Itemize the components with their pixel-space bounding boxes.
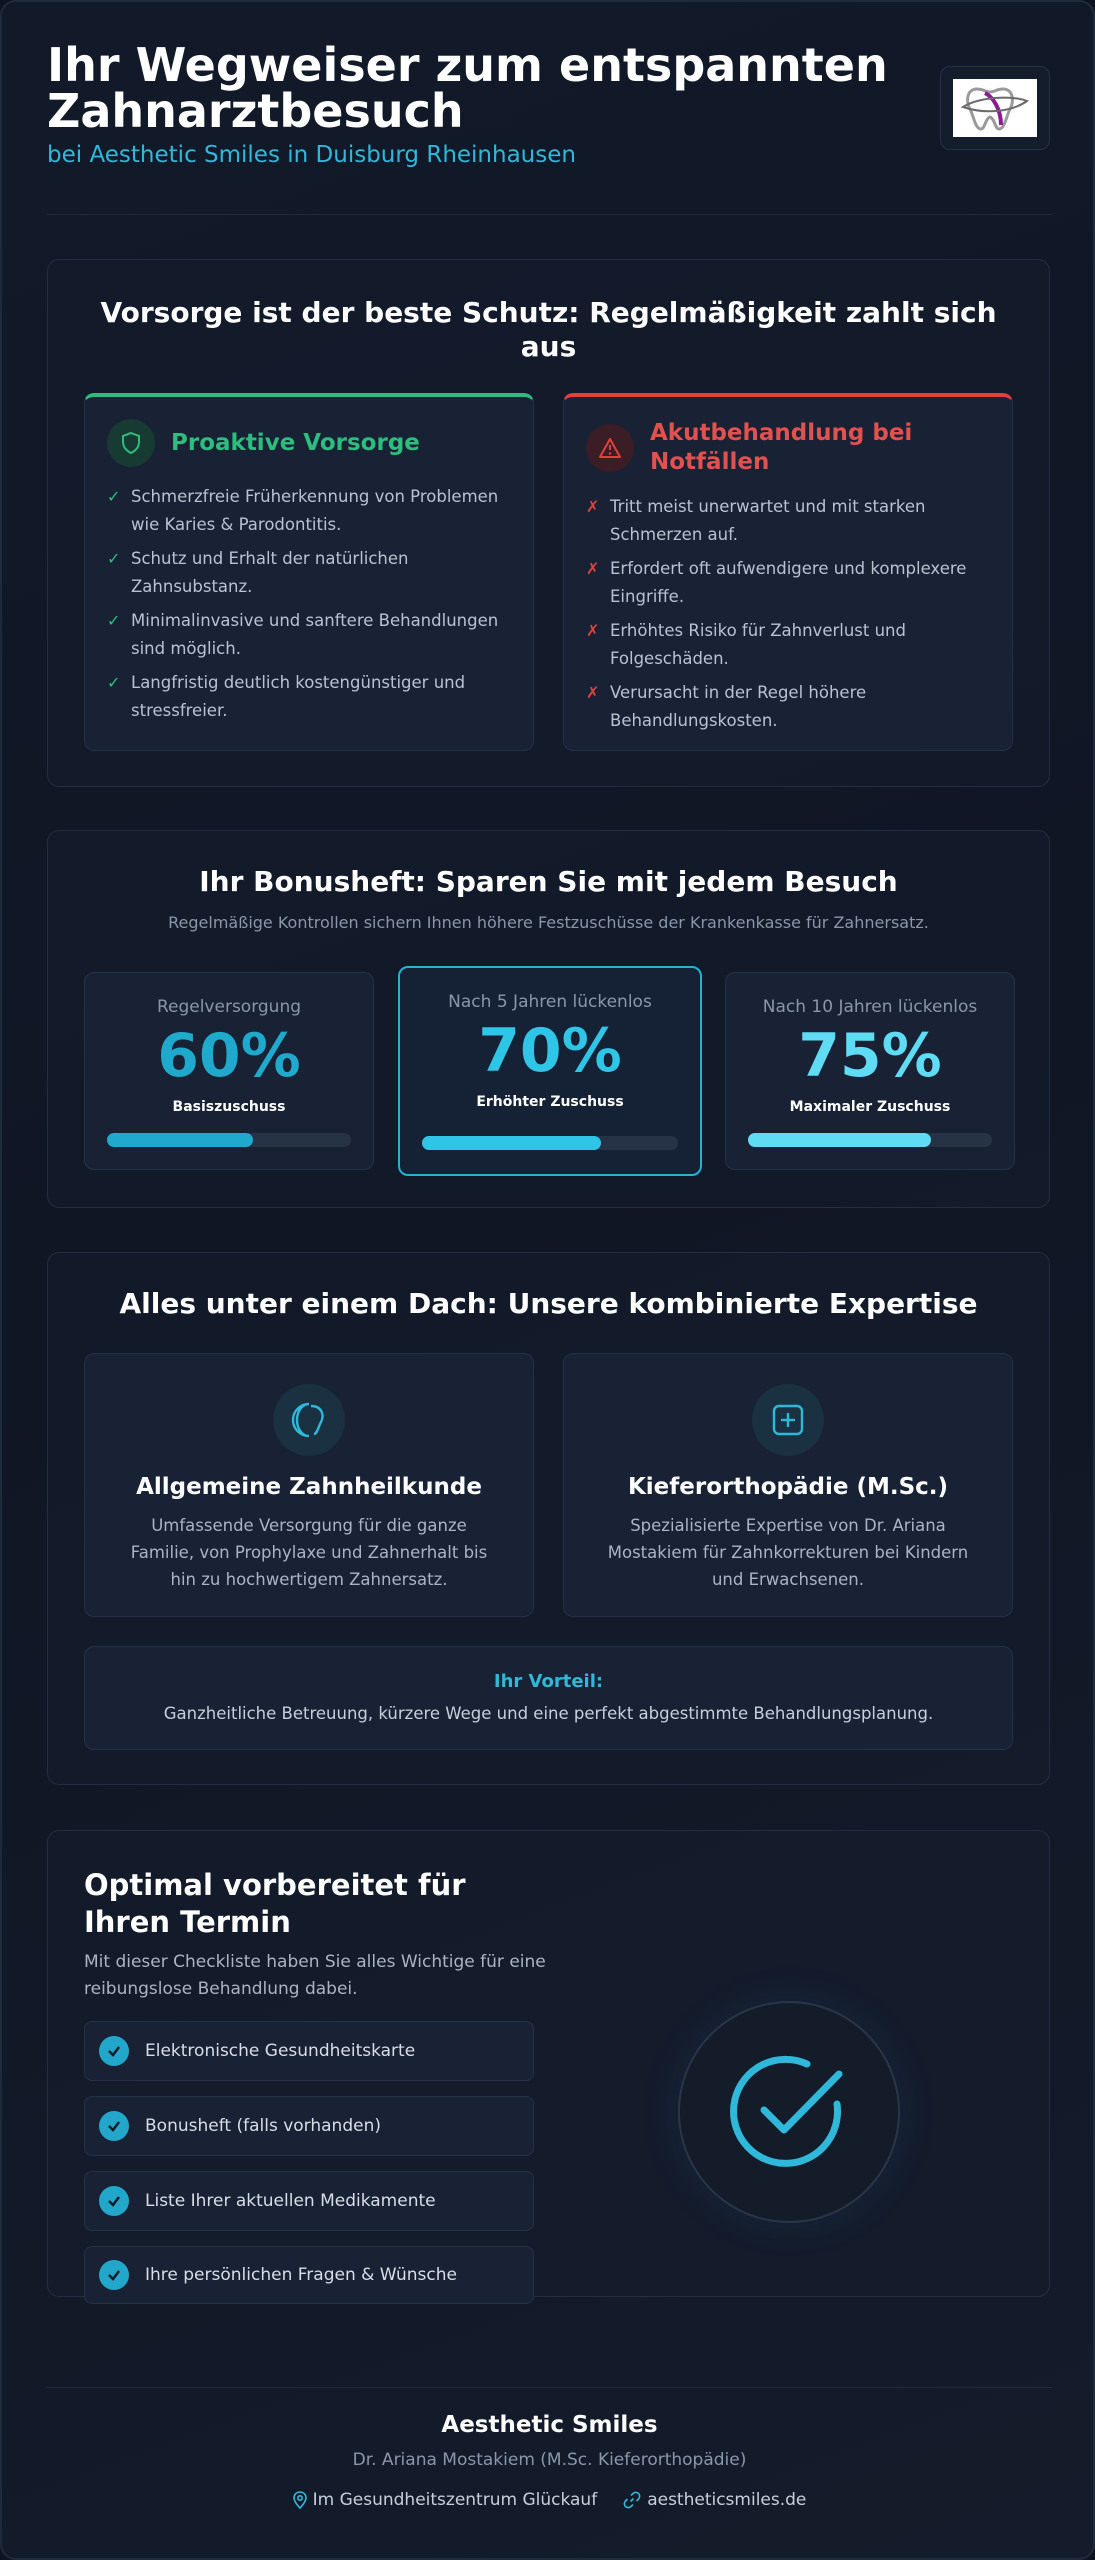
location-text: Im Gesundheitszentrum Glückauf: [312, 2490, 598, 2510]
practice-name: Aesthetic Smiles: [441, 2412, 658, 2438]
warning-icon: [586, 424, 634, 472]
prep-text: Mit dieser Checkliste haben Sie alles Wi…: [84, 1952, 546, 1999]
progress-fill: [107, 1133, 254, 1147]
checklist-item: Liste Ihrer aktuellen Medikamente: [84, 2171, 534, 2231]
plus-square-icon: [752, 1384, 824, 1456]
prevention-title: Vorsorge ist der beste Schutz: Regelmäßi…: [100, 296, 997, 363]
check-icon: ✓: [107, 611, 121, 630]
advantage-title: Ihr Vorteil:: [493, 1671, 604, 1692]
bonus-tier-label: Nach 5 Jahren lückenlos: [448, 992, 652, 1012]
prevention-section: Vorsorge ist der beste Schutz: Regelmäßi…: [47, 259, 1050, 787]
logo: [940, 66, 1050, 150]
bonus-tier-label: Nach 10 Jahren lückenlos: [762, 997, 978, 1017]
check-circle-icon: [678, 2001, 900, 2223]
acute-card: Akutbehandlung bei Notfällen ✗ Tritt meis…: [563, 393, 1013, 751]
bonus-tier-desc: Maximaler Zuschuss: [789, 1099, 951, 1115]
check-icon: ✓: [107, 549, 121, 568]
check-icon: [99, 2036, 129, 2066]
bonus-subtitle: Regelmäßige Kontrollen sichern Ihnen höh…: [168, 913, 929, 932]
checklist-label: Bonusheft (falls vorhanden): [145, 2116, 381, 2136]
proactive-title: Proaktive Vorsorge: [171, 429, 420, 456]
page-title: Ihr Wegweiser zum entspannten Zahnarztbe…: [47, 38, 888, 138]
list-item: ✓ Schutz und Erhalt der natürlichen Zahns…: [107, 545, 517, 601]
doctor-name: Dr. Ariana Mostakiem (M.Sc. Kieferorthop…: [352, 2450, 747, 2470]
bonus-tier-basic: Regelversorgung 60% Basiszuschuss: [84, 972, 374, 1170]
bonus-tier-10-years: Nach 10 Jahren lückenlos 75% Maximaler Z…: [725, 972, 1015, 1170]
list-item: ✗ Tritt meist unerwartet und mit starken …: [586, 493, 996, 549]
proactive-card: Proaktive Vorsorge ✓ Schmerzfreie Früherk…: [84, 393, 534, 751]
footer: Aesthetic Smiles Dr. Ariana Mostakiem (M…: [47, 2412, 1052, 2510]
page-subtitle: bei Aesthetic Smiles in Duisburg Rheinha…: [47, 142, 576, 168]
bonus-tier-desc: Erhöhter Zuschuss: [476, 1094, 624, 1110]
bonus-tier-label: Regelversorgung: [156, 997, 302, 1017]
divider: [47, 2387, 1052, 2388]
bonus-title: Ihr Bonusheft: Sparen Sie mit jedem Besu…: [199, 865, 898, 898]
header: Ihr Wegweiser zum entspannten Zahnarztbe…: [47, 42, 1052, 172]
cross-icon: ✗: [586, 621, 600, 640]
advantage-box: Ihr Vorteil: Ganzheitliche Betreuung, kü…: [84, 1646, 1013, 1750]
bonus-section: Ihr Bonusheft: Sparen Sie mit jedem Besu…: [47, 830, 1050, 1208]
tooth-icon: [273, 1384, 345, 1456]
prep-title: Optimal vorbereitet für Ihren Termin: [84, 1868, 466, 1939]
check-icon: ✓: [107, 487, 121, 506]
orthodontics-title: Kieferorthopädie (M.Sc.): [627, 1474, 949, 1500]
bonus-tier-percent: 75%: [798, 1021, 942, 1091]
location-pin-icon: [292, 2491, 307, 2509]
general-dentistry-card: Allgemeine Zahnheilkunde Umfassende Vers…: [84, 1353, 534, 1617]
general-dentistry-text: Umfassende Versorgung für die ganze Fami…: [130, 1516, 488, 1589]
check-icon: [99, 2186, 129, 2216]
acute-title: Akutbehandlung bei Notfällen: [650, 420, 913, 475]
general-dentistry-title: Allgemeine Zahnheilkunde: [136, 1474, 482, 1500]
cross-icon: ✗: [586, 559, 600, 578]
orthodontics-card: Kieferorthopädie (M.Sc.) Spezialisierte …: [563, 1353, 1013, 1617]
checklist-item: Elektronische Gesundheitskarte: [84, 2021, 534, 2081]
prep-section: Optimal vorbereitet für Ihren Termin Mit…: [47, 1830, 1050, 2304]
checklist-item: Bonusheft (falls vorhanden): [84, 2096, 534, 2156]
proactive-list: ✓ Schmerzfreie Früherkennung von Probleme…: [107, 483, 517, 731]
checklist-label: Elektronische Gesundheitskarte: [145, 2041, 416, 2061]
checklist-label: Liste Ihrer aktuellen Medikamente: [145, 2191, 436, 2211]
advantage-text: Ganzheitliche Betreuung, kürzere Wege un…: [163, 1704, 934, 1723]
progress-bar: [748, 1133, 992, 1147]
progress-fill: [748, 1133, 931, 1147]
checklist-label: Ihre persönlichen Fragen & Wünsche: [145, 2265, 457, 2285]
list-item: ✓ Langfristig deutlich kostengünstiger un…: [107, 669, 517, 725]
shield-icon: [107, 419, 155, 467]
orthodontics-text: Spezialisierte Expertise von Dr. Ariana …: [607, 1516, 969, 1589]
link-icon: [623, 2491, 641, 2509]
expertise-title: Alles unter einem Dach: Unsere kombinier…: [119, 1287, 978, 1320]
cross-icon: ✗: [586, 497, 600, 516]
progress-bar: [422, 1136, 678, 1150]
expertise-section: Alles unter einem Dach: Unsere kombinier…: [47, 1252, 1050, 1785]
bonus-tier-desc: Basiszuschuss: [172, 1099, 286, 1115]
acute-list: ✗ Tritt meist unerwartet und mit starken …: [586, 493, 996, 741]
list-item: ✗ Erfordert oft aufwendigere und komplexe…: [586, 555, 996, 611]
list-item: ✗ Erhöhtes Risiko für Zahnverlust und Fol…: [586, 617, 996, 673]
bonus-tier-percent: 60%: [157, 1021, 301, 1091]
list-item: ✗ Verursacht in der Regel höhere Behandlu…: [586, 679, 996, 735]
list-item: ✓ Minimalinvasive und sanftere Behandlung…: [107, 607, 517, 663]
progress-fill: [422, 1136, 602, 1150]
check-icon: [99, 2260, 129, 2290]
progress-bar: [107, 1133, 351, 1147]
contact-row: Im Gesundheitszentrum Glückauf aesthetic…: [47, 2490, 1052, 2510]
list-item: ✓ Schmerzfreie Früherkennung von Probleme…: [107, 483, 517, 539]
website-link[interactable]: aestheticsmiles.de: [647, 2490, 807, 2510]
cross-icon: ✗: [586, 683, 600, 702]
checklist-item: Ihre persönlichen Fragen & Wünsche: [84, 2246, 534, 2304]
divider: [47, 214, 1052, 215]
tooth-logo-icon: [953, 79, 1037, 137]
check-icon: [99, 2111, 129, 2141]
bonus-tier-percent: 70%: [478, 1016, 622, 1086]
bonus-tier-5-years: Nach 5 Jahren lückenlos 70% Erhöhter Zus…: [398, 966, 702, 1176]
check-icon: ✓: [107, 673, 121, 692]
